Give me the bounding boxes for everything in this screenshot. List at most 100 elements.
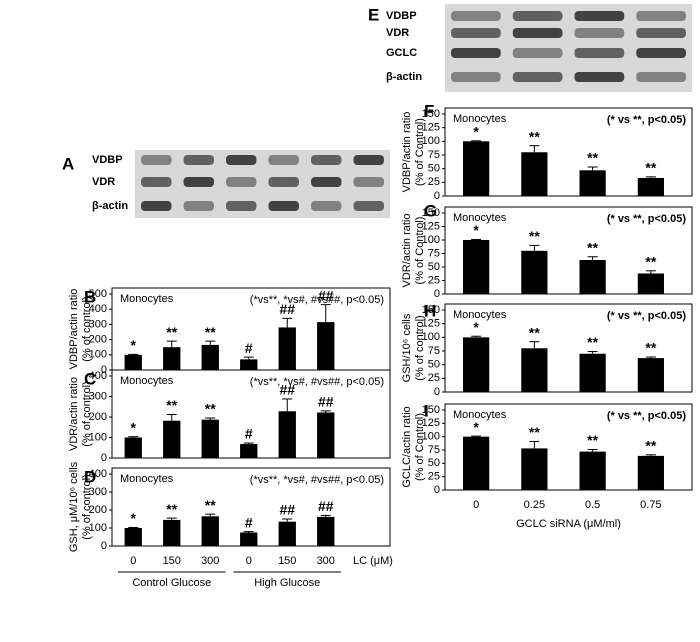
y-tick-label: 100 <box>422 431 440 443</box>
blot-background <box>135 150 390 218</box>
stat-note: (*vs**, *vs#, #vs##, p<0.05) <box>250 474 384 486</box>
significance-label: * <box>131 337 137 353</box>
significance-label: ** <box>205 324 216 340</box>
bar <box>201 516 219 546</box>
bar <box>240 444 258 458</box>
bar <box>463 141 490 196</box>
blot-band <box>353 177 384 187</box>
blot-band <box>451 28 501 38</box>
bar <box>521 348 548 392</box>
significance-label: * <box>473 319 479 335</box>
y-tick-label: 300 <box>89 318 107 330</box>
annotation: Monocytes <box>453 212 507 224</box>
x-tick-label: 0 <box>246 555 252 567</box>
annotation: Monocytes <box>120 375 174 387</box>
significance-label: ## <box>318 287 334 303</box>
blot-band <box>512 28 563 38</box>
significance-label: ** <box>645 253 656 269</box>
x-axis-label: GCLC siRNA (μM/ml) <box>516 518 621 530</box>
y-tick-label: 100 <box>422 234 440 246</box>
y-tick-label: 0 <box>101 540 107 552</box>
y-tick-label: 150 <box>422 404 440 416</box>
y-tick-label: 0 <box>434 288 440 300</box>
stat-note: (*vs**, *vs#, #vs##, p<0.05) <box>250 294 384 306</box>
blot-band <box>574 28 625 38</box>
panel-letter: H <box>424 301 436 320</box>
y-tick-label: 25 <box>428 176 440 188</box>
bar <box>278 411 296 458</box>
bar <box>463 337 490 392</box>
y-tick-label: 25 <box>428 372 440 384</box>
blot-band <box>226 177 257 187</box>
y-axis-label: (% of Control) <box>414 413 426 481</box>
significance-label: ** <box>205 401 216 417</box>
bar <box>521 152 548 196</box>
y-tick-label: 400 <box>89 303 107 315</box>
bar <box>579 451 606 490</box>
y-tick-label: 100 <box>89 522 107 534</box>
bar <box>463 240 490 294</box>
blot-band <box>141 201 172 211</box>
y-tick-label: 75 <box>428 345 440 357</box>
bar <box>163 347 181 370</box>
blot-band <box>512 11 563 21</box>
bar <box>124 528 142 546</box>
x-tick-label: 0.75 <box>640 499 661 511</box>
bar <box>521 250 548 294</box>
bar <box>278 327 296 370</box>
bar <box>637 358 664 392</box>
blot-label: GCLC <box>386 47 417 59</box>
significance-label: ** <box>587 150 598 166</box>
y-tick-label: 125 <box>422 417 440 429</box>
x-tick-label: 0.5 <box>585 499 600 511</box>
blot-band <box>226 155 257 165</box>
y-axis-label: VDBP/actin ratio <box>68 289 80 370</box>
y-tick-label: 150 <box>422 207 440 219</box>
stat-note: (* vs **, p<0.05) <box>607 114 687 126</box>
bar <box>317 412 335 458</box>
y-tick-label: 150 <box>422 304 440 316</box>
bar <box>317 322 335 370</box>
plot-frame <box>444 107 693 197</box>
bar <box>579 170 606 196</box>
blot-band <box>451 48 501 58</box>
blot-band <box>512 48 563 58</box>
significance-label: ** <box>529 324 540 340</box>
annotation: Monocytes <box>120 473 174 485</box>
blot-band <box>574 72 625 82</box>
stat-note: (* vs **, p<0.05) <box>607 310 687 322</box>
plot-frame <box>444 206 693 295</box>
blot-band <box>353 201 384 211</box>
blot-band <box>636 48 686 58</box>
significance-label: ** <box>166 324 177 340</box>
blot-band <box>226 201 257 211</box>
y-axis-label: (% of control) <box>81 296 93 361</box>
y-tick-label: 200 <box>89 504 107 516</box>
significance-label: ## <box>279 301 295 317</box>
significance-label: ** <box>205 497 216 513</box>
plot-frame <box>444 303 693 393</box>
bar <box>278 521 296 546</box>
panel-letter: F <box>424 101 434 120</box>
panel-letter: I <box>424 401 429 420</box>
y-axis-label: (% of control) <box>81 474 93 539</box>
significance-label: ** <box>587 432 598 448</box>
significance-label: # <box>245 514 253 530</box>
x-tick-label: 300 <box>317 555 335 567</box>
bar <box>637 455 664 490</box>
significance-label: ** <box>645 160 656 176</box>
significance-label: * <box>131 510 137 526</box>
y-tick-label: 75 <box>428 247 440 259</box>
blot-band <box>183 177 214 187</box>
y-axis-label: VDR/actin ratio <box>68 377 80 451</box>
bar <box>201 419 219 458</box>
significance-label: ## <box>318 394 334 410</box>
significance-label: * <box>473 419 479 435</box>
bar <box>201 344 219 370</box>
y-tick-label: 200 <box>89 334 107 346</box>
plot-frame <box>444 403 693 491</box>
y-axis-label: VDBP/actin ratio <box>401 112 413 193</box>
annotation: Monocytes <box>453 309 507 321</box>
blot-band <box>268 155 299 165</box>
